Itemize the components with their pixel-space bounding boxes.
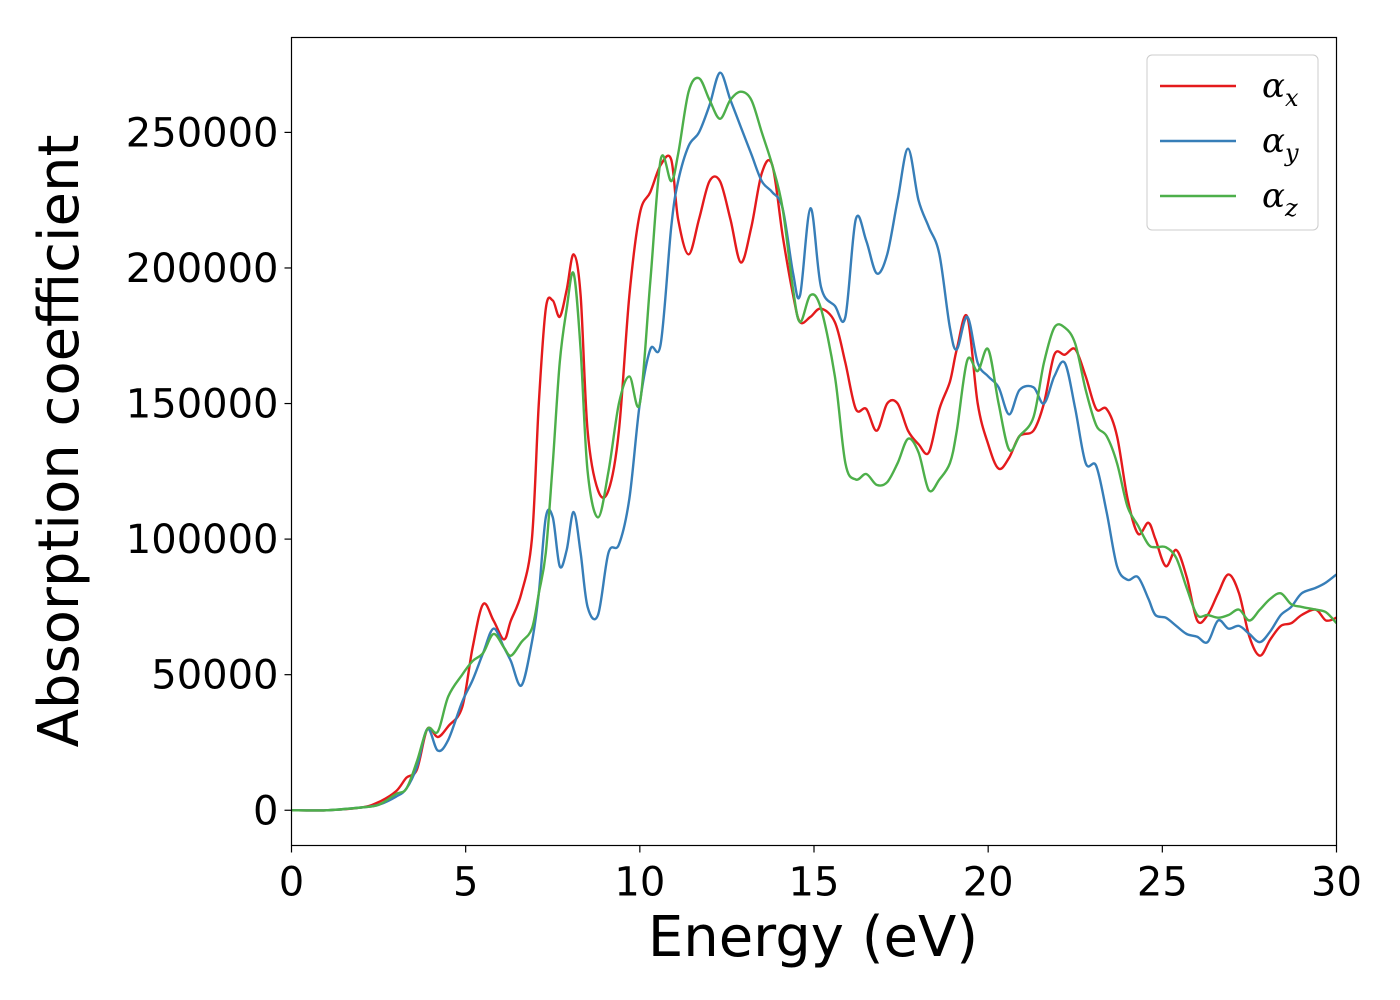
y-tick-label: 0: [253, 788, 278, 834]
x-tick-label: 20: [963, 860, 1014, 906]
y-tick-label: 50000: [151, 653, 278, 699]
y-tick-label: 200000: [126, 246, 279, 292]
series-line-x: [291, 154, 1337, 812]
y-axis-ticks: 0 50000 100000 150000 200000 250000: [126, 110, 292, 834]
legend: αx αy αz: [1146, 54, 1319, 231]
x-axis-label: Energy (eV): [648, 905, 978, 970]
plot-lines: [291, 71, 1337, 812]
x-tick-label: 15: [789, 860, 840, 906]
x-tick-label: 25: [1137, 860, 1188, 906]
x-tick-label: 0: [279, 860, 304, 906]
legend-label-x: αx: [1262, 66, 1299, 112]
x-tick-label: 5: [453, 860, 478, 906]
legend-box: [1146, 54, 1319, 231]
series-line-z: [291, 76, 1337, 812]
x-tick-label: 30: [1311, 860, 1362, 906]
y-axis-label: Absorption coefficient: [27, 135, 92, 748]
y-tick-label: 100000: [126, 517, 279, 563]
y-tick-label: 150000: [126, 382, 279, 428]
x-tick-label: 10: [614, 860, 665, 906]
series-line-y: [291, 71, 1337, 812]
legend-label-y: αy: [1262, 121, 1299, 167]
legend-label-z: αz: [1262, 176, 1298, 222]
x-axis-ticks: 0 5 10 15 20 25 30: [279, 845, 1362, 906]
y-tick-label: 250000: [126, 110, 279, 156]
